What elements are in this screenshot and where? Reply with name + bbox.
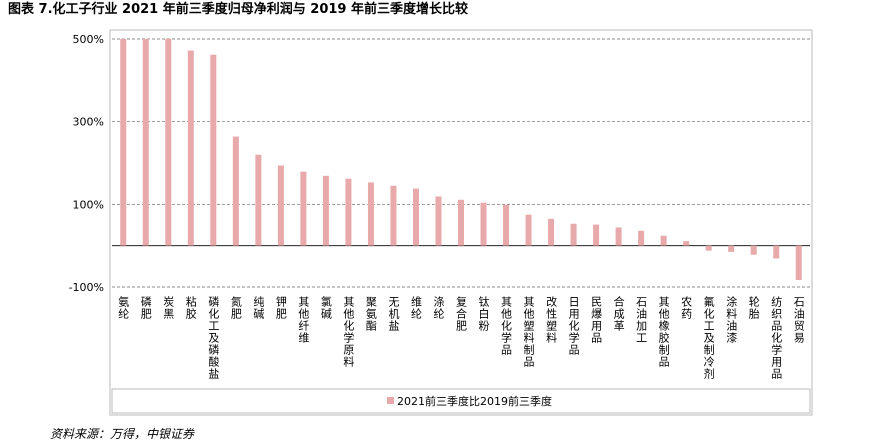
bar xyxy=(615,227,622,246)
bar xyxy=(548,218,555,246)
bar xyxy=(435,196,442,246)
x-tick-label: 粘胶 xyxy=(184,295,197,320)
legend-box xyxy=(111,388,811,414)
x-tick-label: 其他化学品 xyxy=(500,296,513,356)
x-tick-label: 氟化工及制冷剂 xyxy=(702,296,715,380)
bar xyxy=(142,39,149,246)
x-tick-label: 磷肥 xyxy=(139,296,152,320)
x-tick-label: 维纶 xyxy=(409,296,422,320)
bar xyxy=(728,245,735,252)
bar xyxy=(322,175,329,246)
x-tick-label: 炭黑 xyxy=(162,296,175,320)
bar xyxy=(120,39,127,246)
bar xyxy=(232,136,239,246)
x-tick-label: 其他纤维 xyxy=(297,296,310,344)
bar xyxy=(773,245,780,259)
bar xyxy=(660,235,667,246)
legend-swatch xyxy=(387,397,394,404)
y-tick-label: -100% xyxy=(69,281,104,294)
y-tick-label: 500% xyxy=(73,33,104,46)
x-tick-label: 其他橡胶制品 xyxy=(657,296,670,368)
chart-title: 图表 7.化工子行业 2021 年前三季度归母净利润与 2019 年前三季度增长… xyxy=(8,1,468,17)
x-tick-label: 涤纶 xyxy=(432,295,445,320)
bar xyxy=(570,223,577,246)
x-tick-label: 改性塑料 xyxy=(545,295,558,344)
x-tick-label: 石油加工 xyxy=(635,296,648,344)
x-tick-label: 氯碱 xyxy=(319,295,332,320)
bar xyxy=(683,241,690,246)
source: 资料来源：万得，中银证券 xyxy=(50,427,195,441)
y-tick-label: 300% xyxy=(73,116,104,129)
y-tick-label: 100% xyxy=(73,198,104,211)
x-tick-label: 合成革 xyxy=(612,295,625,332)
legend-label: 2021前三季度比2019前三季度 xyxy=(397,394,552,408)
x-tick-label: 其他化学原料 xyxy=(342,296,355,368)
bar xyxy=(277,165,284,246)
bar xyxy=(458,199,464,246)
bar xyxy=(255,154,262,246)
x-tick-label: 民爆用品 xyxy=(590,296,603,344)
x-tick-label: 涂料油漆 xyxy=(725,295,738,344)
x-tick-label: 纯碱 xyxy=(252,296,265,320)
bar xyxy=(593,224,600,246)
bar xyxy=(390,185,397,246)
x-tick-label: 钾肥 xyxy=(274,295,287,320)
x-tick-label: 氮肥 xyxy=(229,295,242,320)
x-tick-label: 其他塑料制品 xyxy=(522,296,535,368)
chart-frame xyxy=(109,29,813,416)
x-tick-label: 石油贸易 xyxy=(792,296,805,344)
x-tick-label: 轮胎 xyxy=(747,295,760,320)
bar xyxy=(638,230,645,246)
bar xyxy=(165,39,172,246)
bar xyxy=(210,54,217,246)
bar xyxy=(705,245,712,251)
x-tick-label: 日用化学品 xyxy=(567,296,580,356)
bar xyxy=(187,50,194,246)
x-tick-label: 磷化工及磷酸盐 xyxy=(207,296,220,380)
bar xyxy=(750,245,757,255)
bar xyxy=(795,245,802,280)
bar xyxy=(525,214,532,246)
bar xyxy=(345,178,352,246)
x-tick-label: 无机盐 xyxy=(387,296,400,332)
x-tick-label: 农药 xyxy=(680,295,693,320)
x-tick-label: 纺织品化学用品 xyxy=(770,295,783,380)
bar xyxy=(503,204,510,246)
x-tick-label: 氨纶 xyxy=(117,296,130,320)
bar xyxy=(367,182,374,246)
x-tick-label: 钛白粉 xyxy=(477,295,490,332)
bar xyxy=(300,171,307,246)
x-tick-label: 聚氨酯 xyxy=(364,296,377,332)
bar xyxy=(480,202,487,246)
x-tick-label: 复合肥 xyxy=(455,295,468,332)
bar xyxy=(412,188,419,246)
